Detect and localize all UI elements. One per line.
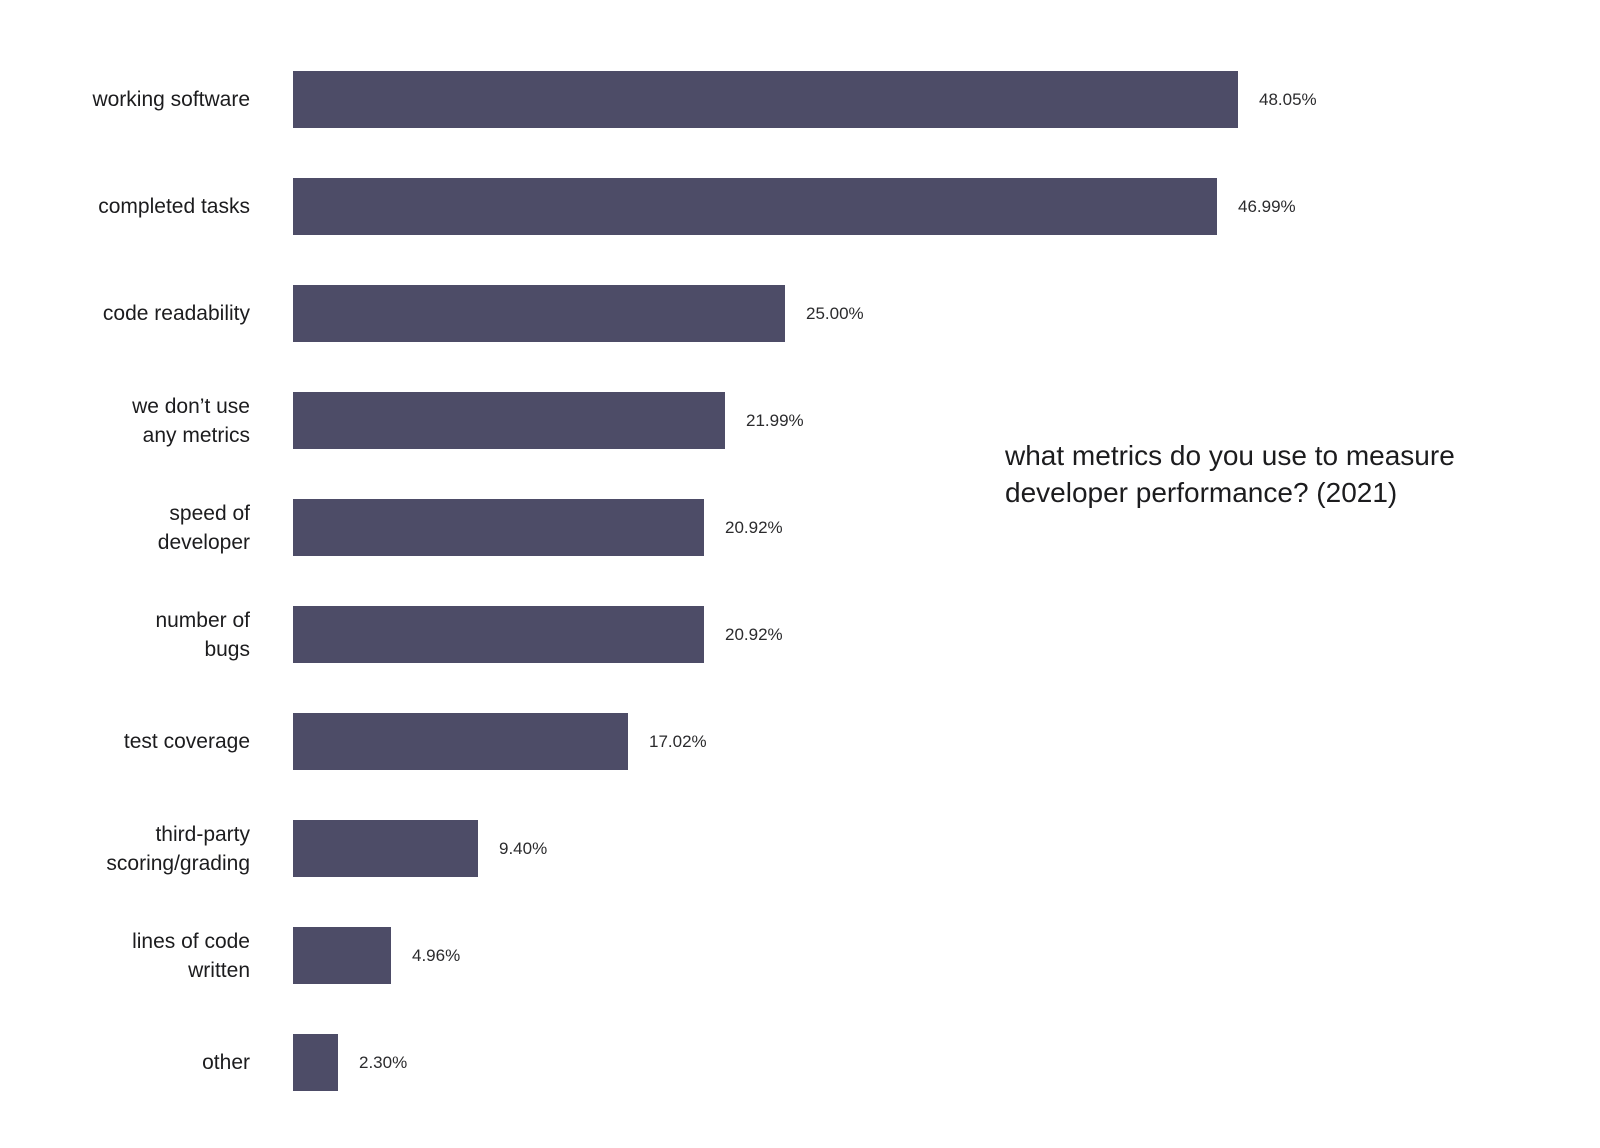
category-label: lines of code written xyxy=(132,929,250,982)
bar-track: 2.30% xyxy=(293,1034,407,1091)
category-label: number of bugs xyxy=(155,608,250,661)
bar xyxy=(293,1034,338,1091)
value-label: 48.05% xyxy=(1259,89,1317,109)
bar xyxy=(293,713,628,770)
bar xyxy=(293,71,1238,128)
category-label: other xyxy=(202,1051,250,1074)
category-label: working software xyxy=(92,88,250,111)
bar-row: lines of code written 4.96% xyxy=(0,927,1317,984)
value-label: 21.99% xyxy=(746,410,804,430)
bar-row: test coverage 17.02% xyxy=(0,713,1317,770)
bar-row: we don’t use any metrics 21.99% xyxy=(0,392,1317,449)
bar-row: code readability 25.00% xyxy=(0,285,1317,342)
value-label: 20.92% xyxy=(725,624,783,644)
category-label: we don’t use any metrics xyxy=(132,394,250,447)
chart-title-line: developer performance? (2021) xyxy=(1005,477,1398,508)
bar-row: number of bugs 20.92% xyxy=(0,606,1317,663)
value-label: 9.40% xyxy=(499,838,548,858)
bar-row: completed tasks 46.99% xyxy=(0,178,1317,235)
value-label: 25.00% xyxy=(806,303,864,323)
bar xyxy=(293,606,704,663)
category-label: speed of developer xyxy=(157,501,250,554)
category-label: third-party scoring/grading xyxy=(106,822,250,875)
bar-chart: working software 48.05% completed tasks … xyxy=(0,71,1317,1091)
bar-track: 4.96% xyxy=(293,927,460,984)
bar-track: 25.00% xyxy=(293,285,864,342)
bar xyxy=(293,285,785,342)
chart-title-line: what metrics do you use to measure xyxy=(1005,440,1455,471)
bar xyxy=(293,499,704,556)
value-label: 46.99% xyxy=(1238,196,1296,216)
bar-row: other 2.30% xyxy=(0,1034,1317,1091)
bar-track: 48.05% xyxy=(293,71,1317,128)
category-label: code readability xyxy=(102,302,250,325)
bar xyxy=(293,927,391,984)
bar-track: 46.99% xyxy=(293,178,1296,235)
bar-track: 20.92% xyxy=(293,499,783,556)
value-label: 2.30% xyxy=(359,1052,408,1072)
chart-title: what metrics do you use to measure develo… xyxy=(1005,437,1455,511)
category-label: completed tasks xyxy=(98,195,250,218)
bar-row: working software 48.05% xyxy=(0,71,1317,128)
category-label: test coverage xyxy=(123,730,250,753)
bar-track: 17.02% xyxy=(293,713,707,770)
bar-track: 21.99% xyxy=(293,392,804,449)
value-label: 17.02% xyxy=(649,731,707,751)
value-label: 4.96% xyxy=(412,945,461,965)
bar-row: third-party scoring/grading 9.40% xyxy=(0,820,1317,877)
bar xyxy=(293,178,1217,235)
value-label: 20.92% xyxy=(725,517,783,537)
bar xyxy=(293,392,725,449)
bar xyxy=(293,820,478,877)
bar-track: 20.92% xyxy=(293,606,783,663)
bar-track: 9.40% xyxy=(293,820,547,877)
bar-row: speed of developer 20.92% xyxy=(0,499,1317,556)
